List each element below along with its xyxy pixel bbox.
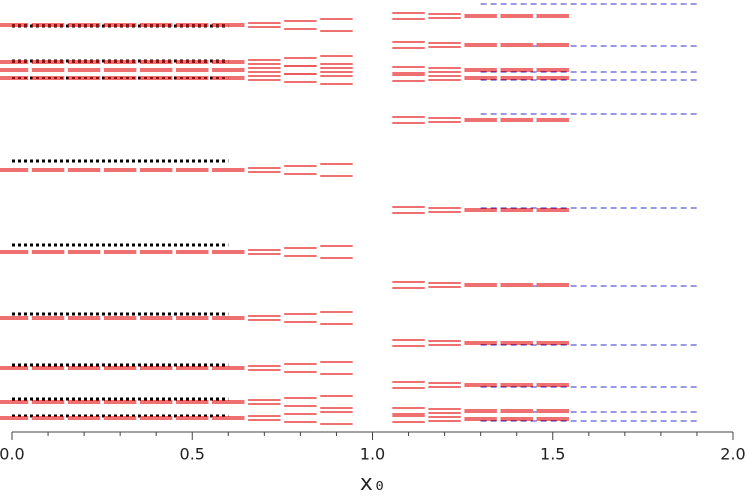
x-tick-label: 2.0 (720, 445, 745, 464)
x-tick-label: 1.5 (540, 445, 565, 464)
x-tick-label: 1.0 (360, 445, 385, 464)
x-tick-label: 0.0 (0, 445, 25, 464)
x-tick-label: 0.5 (180, 445, 205, 464)
x-axis-title: x₀ (360, 471, 387, 496)
